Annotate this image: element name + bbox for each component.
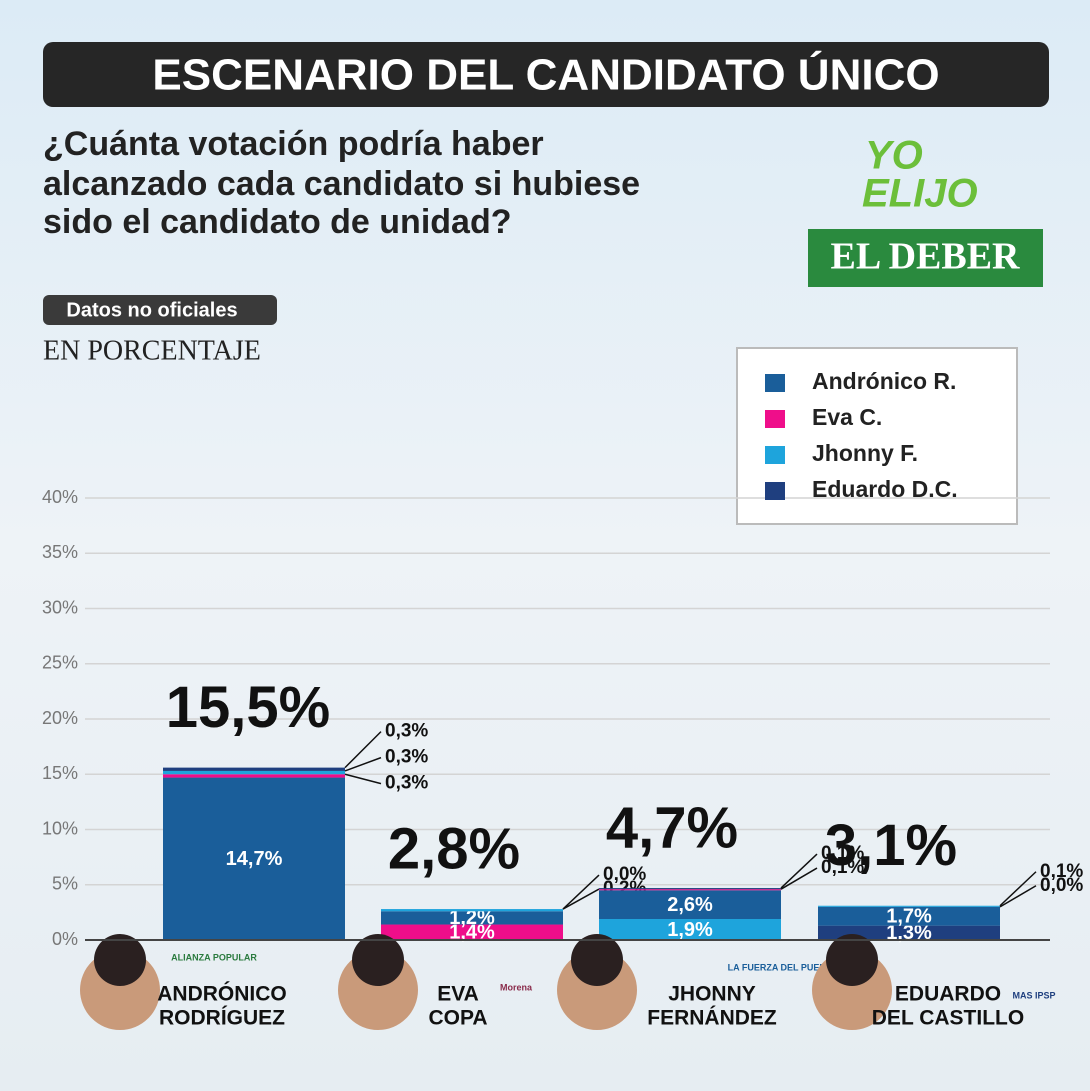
legend-swatch (765, 482, 785, 500)
segment-label: 2,6% (667, 894, 713, 916)
bar-segment (381, 924, 563, 940)
arrow (780, 853, 818, 889)
candidate-name: RODRÍGUEZ (159, 1007, 285, 1030)
candidate-name: DEL CASTILLO (872, 1007, 1024, 1030)
legend-label: Jhonny F. (812, 440, 918, 466)
bar-segment (599, 888, 781, 890)
legend-label: Eva C. (812, 404, 882, 430)
segment-label: 1,4% (449, 922, 495, 944)
segment-label: 0,1% (821, 843, 864, 864)
bar-segment (818, 905, 1000, 907)
y-tick-label: 30% (42, 597, 78, 617)
y-tick-label: 25% (42, 653, 78, 673)
arrow (562, 874, 600, 910)
candidate-photo-hair (571, 934, 623, 986)
segment-label: 0,0% (603, 864, 646, 885)
segment-label: 0,3% (385, 773, 428, 794)
candidate-photo-hair (352, 934, 404, 986)
legend-label: Eduardo D.C. (812, 476, 958, 502)
y-tick-label: 35% (42, 542, 78, 562)
candidate-name: FERNÁNDEZ (647, 1007, 777, 1030)
segment-label: 0,1% (1040, 861, 1083, 882)
y-tick-label: 10% (42, 818, 78, 838)
segment-label: 0,1% (821, 857, 864, 878)
arrow (344, 756, 382, 772)
y-tick-label: 0% (52, 929, 78, 949)
candidate-name: ANDRÓNICO (157, 982, 287, 1006)
arrow (999, 871, 1037, 907)
segment-label: 0,3% (385, 747, 428, 768)
arrow (344, 773, 382, 785)
bar-segment (381, 909, 563, 912)
logo-text: YO (865, 134, 923, 178)
legend-swatch (765, 374, 785, 392)
total-label: 4,7% (606, 795, 738, 860)
y-tick-label: 40% (42, 487, 78, 507)
segment-label: 1,9% (667, 919, 713, 941)
y-tick-label: 15% (42, 763, 78, 783)
segment-label: 1,2% (449, 907, 495, 929)
candidate-name: EDUARDO (895, 983, 1001, 1006)
bar-segment (381, 911, 563, 925)
badge-text: Datos no oficiales (66, 299, 237, 321)
bar-segment (818, 906, 1000, 926)
bar-segment (163, 774, 345, 778)
legend-label: Andrónico R. (812, 368, 956, 394)
badge (43, 295, 277, 325)
segment-label: 0,3% (385, 721, 428, 742)
total-label: 2,8% (388, 816, 520, 881)
arrow (562, 888, 600, 910)
segment-label: 1,7% (886, 906, 932, 928)
question-line: ¿Cuánta votación podría haber (43, 125, 544, 163)
arrow (344, 731, 382, 769)
logo-text: EL DEBER (830, 236, 1020, 278)
logo-text: ELIJO (862, 172, 978, 216)
segment-label: 0,0% (1040, 875, 1083, 896)
unit-note: EN PORCENTAJE (43, 335, 261, 366)
title-bar (43, 42, 1049, 107)
candidate-name: JHONNY (668, 983, 756, 1006)
total-label: 3,1% (825, 813, 957, 878)
arrow (780, 867, 818, 890)
legend-swatch (765, 446, 785, 464)
party-logo: ALIANZA POPULAR (171, 952, 257, 962)
logo-box (808, 229, 1043, 287)
bar-segment (163, 777, 345, 940)
bar-segment (818, 925, 1000, 940)
legend-swatch (765, 410, 785, 428)
bar-segment (599, 889, 781, 891)
candidate-name: COPA (428, 1007, 487, 1030)
y-tick-label: 20% (42, 708, 78, 728)
candidate-name: EVA (437, 983, 479, 1006)
question-line: sido el candidato de unidad? (43, 203, 511, 241)
bar-segment (599, 890, 781, 920)
arrow (999, 885, 1037, 908)
party-logo: LA FUERZA DEL PUEBLO (728, 962, 839, 972)
segment-label: 14,7% (226, 848, 283, 870)
bar-segment (163, 770, 345, 775)
bar-segment (599, 919, 781, 940)
candidate-photo-hair (826, 934, 878, 986)
title: ESCENARIO DEL CANDIDATO ÚNICO (152, 50, 939, 100)
question-line: alcanzado cada candidato si hubiese (43, 165, 640, 203)
segment-label: 1,3% (886, 922, 932, 944)
party-logo: MAS IPSP (1012, 990, 1055, 1000)
candidate-photo-hair (94, 934, 146, 986)
party-logo: Morena (500, 982, 533, 992)
total-label: 15,5% (166, 675, 330, 740)
y-tick-label: 5% (52, 874, 78, 894)
bar-segment (163, 767, 345, 771)
